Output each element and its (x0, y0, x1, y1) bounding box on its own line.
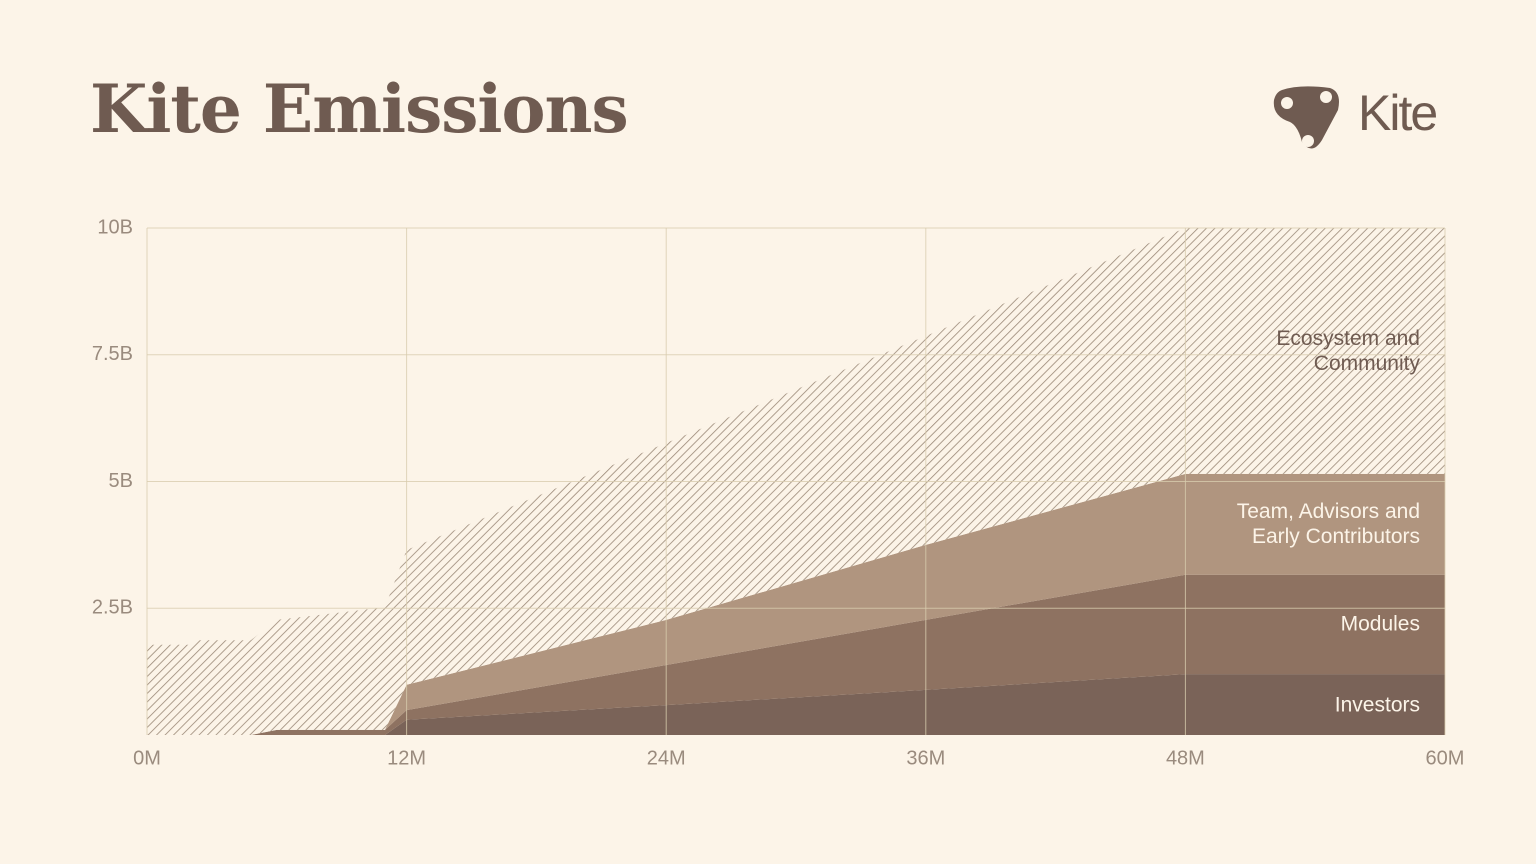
area (147, 473, 1445, 735)
series-label: Modules (1340, 612, 1420, 636)
y-tick-label: 5B (109, 470, 133, 492)
area (147, 674, 1445, 735)
x-tick-label: 12M (387, 747, 426, 769)
series-label: Ecosystem and Community (1276, 326, 1420, 375)
x-tick-label: 60M (1426, 747, 1465, 769)
logo-icon (1273, 86, 1339, 149)
x-tick-label: 36M (906, 747, 945, 769)
y-tick-label: 2.5B (92, 597, 133, 619)
y-tick-label: 7.5B (92, 343, 133, 365)
series-label: Team, Advisors and Early Contributors (1236, 500, 1420, 549)
area (147, 574, 1445, 735)
x-tick-label: 48M (1166, 747, 1205, 769)
chart-title: Kite Emissions (90, 70, 629, 148)
y-tick-label: 10B (97, 216, 133, 238)
x-tick-label: 0M (133, 747, 161, 769)
series-label: Investors (1334, 693, 1420, 717)
brand-name: Kite (1358, 85, 1438, 141)
x-tick-label: 24M (647, 747, 686, 769)
